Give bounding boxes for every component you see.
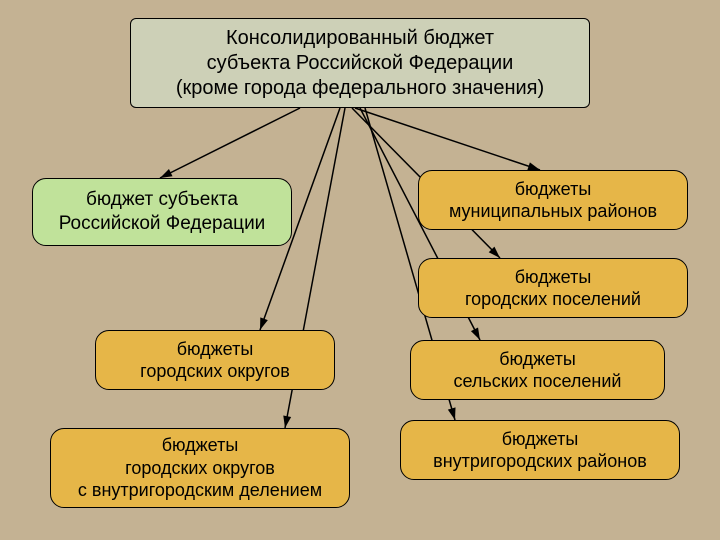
node-subject-label: бюджет субъектаРоссийской Федерации xyxy=(59,188,266,236)
node-gor-posel-label: бюджетыгородских поселений xyxy=(465,266,641,311)
node-gor-okrug: бюджетыгородских округов xyxy=(95,330,335,390)
node-mun-raion-label: бюджетымуниципальных районов xyxy=(449,178,657,223)
node-mun-raion: бюджетымуниципальных районов xyxy=(418,170,688,230)
node-vnutri-raion-label: бюджетывнутригородских районов xyxy=(433,428,647,473)
node-gor-posel: бюджетыгородских поселений xyxy=(418,258,688,318)
node-gor-okrug-del-label: бюджетыгородских округовс внутригородски… xyxy=(78,434,322,502)
node-subject: бюджет субъектаРоссийской Федерации xyxy=(32,178,292,246)
node-sel-posel: бюджетысельских поселений xyxy=(410,340,665,400)
node-root: Консолидированный бюджетсубъекта Российс… xyxy=(130,18,590,108)
node-gor-okrug-label: бюджетыгородских округов xyxy=(140,338,290,383)
node-vnutri-raion: бюджетывнутригородских районов xyxy=(400,420,680,480)
node-sel-posel-label: бюджетысельских поселений xyxy=(454,348,622,393)
node-root-label: Консолидированный бюджетсубъекта Российс… xyxy=(176,26,544,101)
node-gor-okrug-del: бюджетыгородских округовс внутригородски… xyxy=(50,428,350,508)
